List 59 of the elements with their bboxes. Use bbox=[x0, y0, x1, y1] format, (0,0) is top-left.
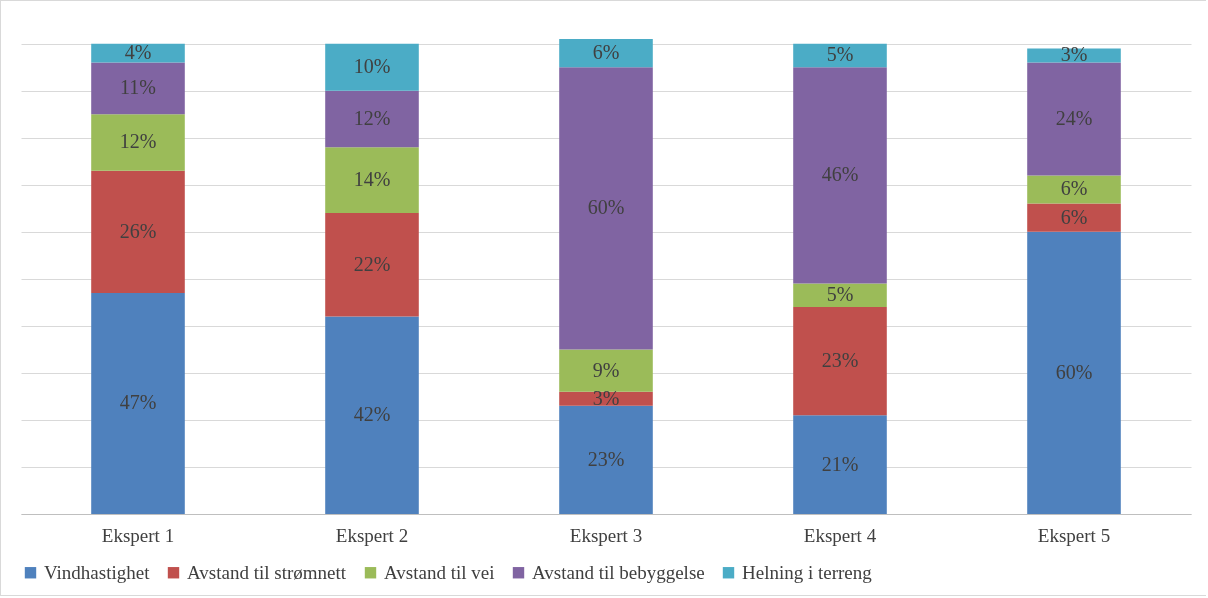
bar bbox=[793, 415, 887, 514]
bar bbox=[559, 67, 653, 350]
data-label: 3% bbox=[592, 386, 620, 409]
legend-label: Vindhastighet bbox=[44, 561, 151, 583]
bar bbox=[325, 90, 419, 148]
bar bbox=[325, 213, 419, 317]
bar bbox=[1027, 203, 1121, 232]
data-label: 22% bbox=[353, 252, 391, 275]
data-label: 11% bbox=[120, 76, 156, 99]
x-tick-label: Ekspert 2 bbox=[335, 524, 409, 546]
bar bbox=[1027, 62, 1121, 176]
data-label: 60% bbox=[1055, 360, 1093, 383]
bar bbox=[325, 43, 419, 91]
legend-label: Avstand til bebyggelse bbox=[532, 561, 705, 583]
bar bbox=[793, 43, 887, 68]
x-tick-label: Ekspert 3 bbox=[569, 524, 643, 546]
data-label: 12% bbox=[353, 106, 391, 129]
bar bbox=[325, 147, 419, 214]
bar bbox=[793, 283, 887, 308]
data-label: 23% bbox=[821, 349, 859, 372]
bar bbox=[559, 405, 653, 514]
bar bbox=[91, 292, 185, 514]
data-label: 26% bbox=[119, 219, 157, 242]
data-label: 9% bbox=[592, 358, 620, 381]
data-label: 3% bbox=[1060, 43, 1088, 66]
data-label: 47% bbox=[119, 391, 157, 414]
bar bbox=[1027, 231, 1121, 514]
data-label: 12% bbox=[119, 130, 157, 153]
x-tick-label: Ekspert 5 bbox=[1037, 524, 1111, 546]
data-label: 5% bbox=[826, 43, 854, 66]
bar bbox=[793, 307, 887, 416]
data-label: 14% bbox=[353, 168, 391, 191]
data-label: 46% bbox=[821, 163, 859, 186]
bar bbox=[91, 62, 185, 115]
data-label: 21% bbox=[821, 452, 859, 475]
data-label: 42% bbox=[353, 403, 391, 426]
bar bbox=[325, 316, 419, 514]
data-label: 23% bbox=[587, 447, 625, 470]
data-label: 6% bbox=[1060, 205, 1088, 228]
bar bbox=[559, 349, 653, 392]
bar bbox=[91, 43, 185, 63]
bar bbox=[1027, 48, 1121, 63]
x-tick-label: Ekspert 4 bbox=[803, 524, 877, 546]
legend-label: Avstand til vei bbox=[384, 561, 495, 583]
bar bbox=[91, 170, 185, 293]
data-label: 6% bbox=[592, 41, 620, 64]
data-label: 5% bbox=[826, 283, 854, 306]
bar bbox=[1027, 175, 1121, 204]
data-label: 60% bbox=[587, 196, 625, 219]
data-label: 6% bbox=[1060, 177, 1088, 200]
x-tick-label: Ekspert 1 bbox=[101, 524, 175, 546]
bar bbox=[91, 114, 185, 171]
data-label: 24% bbox=[1055, 106, 1093, 129]
legend-label: Helning i terreng bbox=[742, 561, 873, 583]
bar bbox=[559, 39, 653, 68]
legend-label: Avstand til strømnett bbox=[187, 561, 347, 583]
data-label: 4% bbox=[124, 41, 152, 64]
data-label: 10% bbox=[353, 55, 391, 78]
bar bbox=[793, 67, 887, 284]
